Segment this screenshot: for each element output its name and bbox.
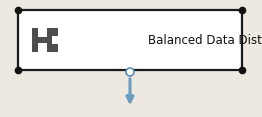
Bar (38, 37, 47, 43)
Text: Balanced Data Distributor: Balanced Data Distributor (148, 33, 262, 46)
Bar (32, 28, 38, 52)
Bar (52, 44, 58, 52)
FancyBboxPatch shape (18, 10, 242, 70)
Circle shape (126, 68, 134, 76)
Bar (47, 28, 52, 52)
Bar (52, 28, 58, 36)
